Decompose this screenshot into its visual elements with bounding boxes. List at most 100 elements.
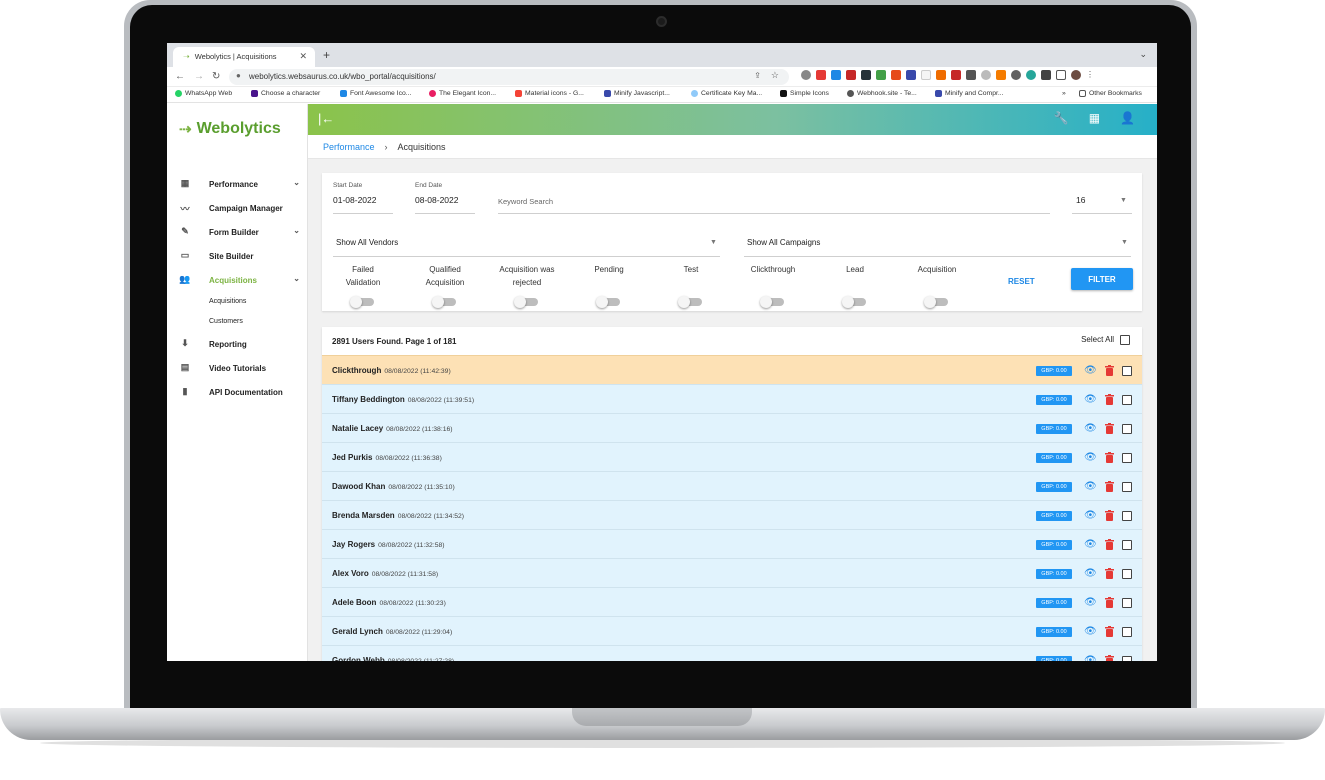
view-eye-icon[interactable]: 👁: [1084, 655, 1097, 661]
delete-trash-icon[interactable]: [1105, 365, 1114, 376]
wrench-icon[interactable]: 🔧: [1053, 111, 1069, 125]
keyword-search-input[interactable]: Keyword Search: [498, 197, 554, 206]
back-arrow-icon[interactable]: ←: [175, 71, 185, 82]
sidebar-item-api-documentation[interactable]: ▮ API Documentation: [167, 380, 308, 404]
bookmark-item[interactable]: Simple Icons: [780, 90, 829, 97]
view-eye-icon[interactable]: 👁: [1084, 510, 1097, 521]
bookmark-item[interactable]: Material icons - G...: [515, 90, 584, 97]
start-date-field[interactable]: 01-08-2022: [333, 195, 377, 205]
filter-button[interactable]: FILTER: [1071, 268, 1133, 290]
sidebar-toggle-icon[interactable]: [1056, 70, 1066, 80]
extension-icon[interactable]: [876, 70, 886, 80]
sidebar-subitem-customers[interactable]: Customers: [209, 318, 243, 325]
tab-search-icon[interactable]: ⌄: [1139, 49, 1147, 59]
bookmark-item[interactable]: WhatsApp Web: [175, 90, 232, 97]
extension-icon[interactable]: [951, 70, 961, 80]
row-checkbox[interactable]: [1122, 482, 1132, 492]
view-eye-icon[interactable]: 👁: [1084, 394, 1097, 405]
campaigns-select[interactable]: Show All Campaigns: [747, 238, 821, 247]
extension-icon[interactable]: [981, 70, 991, 80]
table-row[interactable]: Gordon Webb08/08/2022 (11:27:28) GBP: 0.0…: [322, 645, 1142, 661]
brand-logo[interactable]: ⇢ Webolytics: [179, 120, 281, 138]
delete-trash-icon[interactable]: [1105, 452, 1114, 463]
table-row[interactable]: Alex Voro 08/08/2022 (11:31:58) GBP: 0.00 👁: [322, 558, 1142, 587]
row-checkbox[interactable]: [1122, 366, 1132, 376]
view-eye-icon[interactable]: 👁: [1084, 539, 1097, 550]
delete-trash-icon[interactable]: [1105, 655, 1114, 661]
dashboard-grid-icon[interactable]: ▦: [1088, 111, 1101, 125]
toggle-acquisition-rejected[interactable]: [514, 296, 538, 308]
bookmark-item[interactable]: Webhook.site - Te...: [847, 90, 917, 97]
sidebar-item-reporting[interactable]: ⬇ Reporting: [167, 332, 308, 356]
bookmark-item[interactable]: Certificate Key Ma...: [691, 90, 762, 97]
extension-icon[interactable]: [1026, 70, 1036, 80]
extension-icon[interactable]: [891, 70, 901, 80]
bookmark-item[interactable]: Other Bookmarks: [1079, 90, 1142, 97]
sidebar-item-form-builder[interactable]: ✎ Form Builder ⌄: [167, 220, 308, 244]
table-row[interactable]: Jed Purkis 08/08/2022 (11:36:38) GBP: 0.00…: [322, 442, 1142, 471]
view-eye-icon[interactable]: 👁: [1084, 568, 1097, 579]
row-checkbox[interactable]: [1122, 598, 1132, 608]
extension-icon[interactable]: [921, 70, 931, 80]
more-bookmarks-icon[interactable]: »: [1062, 90, 1066, 97]
row-checkbox[interactable]: [1122, 511, 1132, 521]
table-row[interactable]: Gerald Lynch 08/08/2022 (11:29:04) GBP: 0.…: [322, 616, 1142, 645]
browser-tab[interactable]: ➝ Webolytics | Acquisitions ✕: [173, 47, 315, 67]
browser-menu-icon[interactable]: ⋮: [1086, 70, 1094, 79]
address-bar[interactable]: ● webolytics.websaurus.co.uk/wbo_portal/…: [229, 69, 789, 85]
puzzle-icon[interactable]: [1041, 70, 1051, 80]
share-icon[interactable]: ⇪: [754, 71, 761, 80]
row-checkbox[interactable]: [1122, 569, 1132, 579]
bookmark-item[interactable]: The Elegant Icon...: [429, 90, 496, 97]
breadcrumb-link-performance[interactable]: Performance: [323, 142, 375, 152]
sidebar-subitem-acquisitions[interactable]: Acquisitions: [209, 298, 247, 305]
extension-icon[interactable]: [996, 70, 1006, 80]
view-eye-icon[interactable]: 👁: [1084, 365, 1097, 376]
reset-button[interactable]: RESET: [1008, 277, 1035, 286]
row-checkbox[interactable]: [1122, 453, 1132, 463]
row-checkbox[interactable]: [1122, 656, 1132, 661]
table-row[interactable]: Natalie Lacey 08/08/2022 (11:38:16) GBP: 0…: [322, 413, 1142, 442]
view-eye-icon[interactable]: 👁: [1084, 626, 1097, 637]
toggle-failed-validation[interactable]: [350, 296, 374, 308]
delete-trash-icon[interactable]: [1105, 568, 1114, 579]
table-row[interactable]: Jay Rogers 08/08/2022 (11:32:58) GBP: 0.00…: [322, 529, 1142, 558]
view-eye-icon[interactable]: 👁: [1084, 481, 1097, 492]
row-checkbox[interactable]: [1122, 540, 1132, 550]
profile-avatar[interactable]: [1071, 70, 1081, 80]
delete-trash-icon[interactable]: [1105, 539, 1114, 550]
close-tab-icon[interactable]: ✕: [299, 51, 307, 61]
table-row[interactable]: Adele Boon 08/08/2022 (11:30:23) GBP: 0.00…: [322, 587, 1142, 616]
sidebar-item-performance[interactable]: ▦ Performance ⌄: [180, 178, 300, 189]
toggle-test[interactable]: [678, 296, 702, 308]
sidebar-item-campaign-manager[interactable]: 〰 Campaign Manager: [180, 204, 283, 214]
extension-icon[interactable]: [831, 70, 841, 80]
extension-icon[interactable]: [1011, 70, 1021, 80]
vendors-select[interactable]: Show All Vendors: [336, 238, 399, 247]
extension-icon[interactable]: [801, 70, 811, 80]
view-eye-icon[interactable]: 👁: [1084, 423, 1097, 434]
extension-icon[interactable]: [906, 70, 916, 80]
view-eye-icon[interactable]: 👁: [1084, 597, 1097, 608]
delete-trash-icon[interactable]: [1105, 423, 1114, 434]
row-checkbox[interactable]: [1122, 424, 1132, 434]
toggle-qualified-acquisition[interactable]: [432, 296, 456, 308]
delete-trash-icon[interactable]: [1105, 597, 1114, 608]
extension-icon[interactable]: [846, 70, 856, 80]
bookmark-star-icon[interactable]: ☆: [770, 70, 779, 80]
row-checkbox[interactable]: [1122, 627, 1132, 637]
table-row[interactable]: Tiffany Beddington 08/08/2022 (11:39:51) G…: [322, 384, 1142, 413]
delete-trash-icon[interactable]: [1105, 394, 1114, 405]
toggle-clickthrough[interactable]: [760, 296, 784, 308]
extension-icon[interactable]: [936, 70, 946, 80]
page-size-select[interactable]: 16: [1076, 195, 1086, 205]
extension-icon[interactable]: [861, 70, 871, 80]
table-row[interactable]: Brenda Marsden 08/08/2022 (11:34:52) GBP: …: [322, 500, 1142, 529]
bookmark-item[interactable]: Minify and Compr...: [935, 90, 1004, 97]
sidebar-item-video-tutorials[interactable]: ▤ Video Tutorials: [180, 362, 267, 373]
bookmark-item[interactable]: Choose a character: [251, 90, 320, 97]
reload-icon[interactable]: ↻: [212, 71, 221, 82]
end-date-field[interactable]: 08-08-2022: [415, 195, 459, 205]
bookmark-item[interactable]: Font Awesome Ico...: [340, 90, 411, 97]
row-checkbox[interactable]: [1122, 395, 1132, 405]
